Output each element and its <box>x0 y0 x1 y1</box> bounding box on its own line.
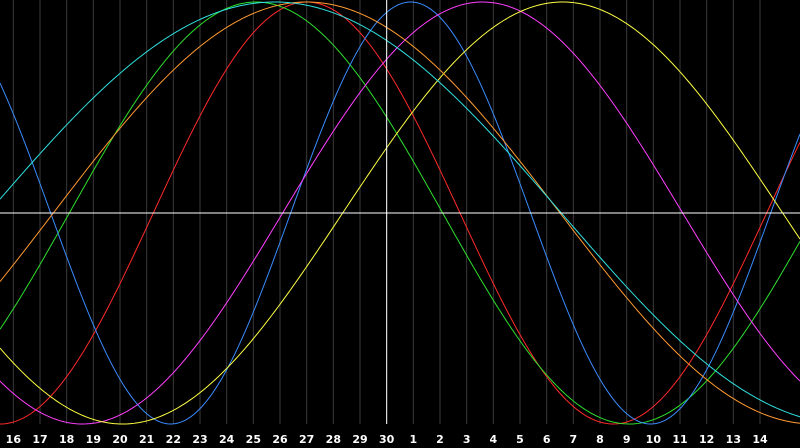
x-tick-label: 17 <box>32 433 47 446</box>
x-tick-label: 24 <box>219 433 235 446</box>
x-tick-labels: 16 17 18 19 20 21 22 23 24 25 26 27 28 29 30 1 2 3 4 5 6 7 8 9 1… <box>6 433 768 446</box>
axes <box>0 0 800 424</box>
x-tick-label: 29 <box>352 433 367 446</box>
series-line-2 <box>0 1 800 425</box>
x-tick-label: 8 <box>596 433 604 446</box>
series-line-4 <box>0 1 800 425</box>
x-tick-label: 13 <box>726 433 741 446</box>
x-tick-label: 18 <box>59 433 74 446</box>
x-tick-label: 26 <box>272 433 288 446</box>
x-tick-label: 30 <box>379 433 395 446</box>
x-tick-label: 19 <box>86 433 101 446</box>
x-tick-label: 14 <box>752 433 768 446</box>
x-tick-label: 16 <box>6 433 22 446</box>
x-tick-label: 5 <box>516 433 524 446</box>
x-tick-label: 2 <box>436 433 444 446</box>
x-tick-label: 6 <box>543 433 551 446</box>
series-line-3 <box>0 1 800 425</box>
x-tick-label: 25 <box>246 433 261 446</box>
x-tick-label: 10 <box>646 433 662 446</box>
series-line-5 <box>0 1 800 424</box>
x-tick-label: 27 <box>299 433 314 446</box>
x-tick-label: 22 <box>166 433 181 446</box>
x-tick-label: 7 <box>570 433 578 446</box>
curves <box>0 1 800 425</box>
x-tick-label: 11 <box>672 433 687 446</box>
x-tick-label: 1 <box>410 433 418 446</box>
x-tick-label: 23 <box>192 433 207 446</box>
series-line-6 <box>0 1 800 418</box>
series-line-1 <box>0 1 800 425</box>
x-tick-label: 12 <box>699 433 714 446</box>
x-tick-label: 3 <box>463 433 471 446</box>
series-line-0 <box>0 1 800 425</box>
x-tick-label: 4 <box>490 433 498 446</box>
x-tick-label: 28 <box>326 433 341 446</box>
x-tick-label: 20 <box>112 433 128 446</box>
x-tick-label: 21 <box>139 433 154 446</box>
x-tick-label: 9 <box>623 433 631 446</box>
